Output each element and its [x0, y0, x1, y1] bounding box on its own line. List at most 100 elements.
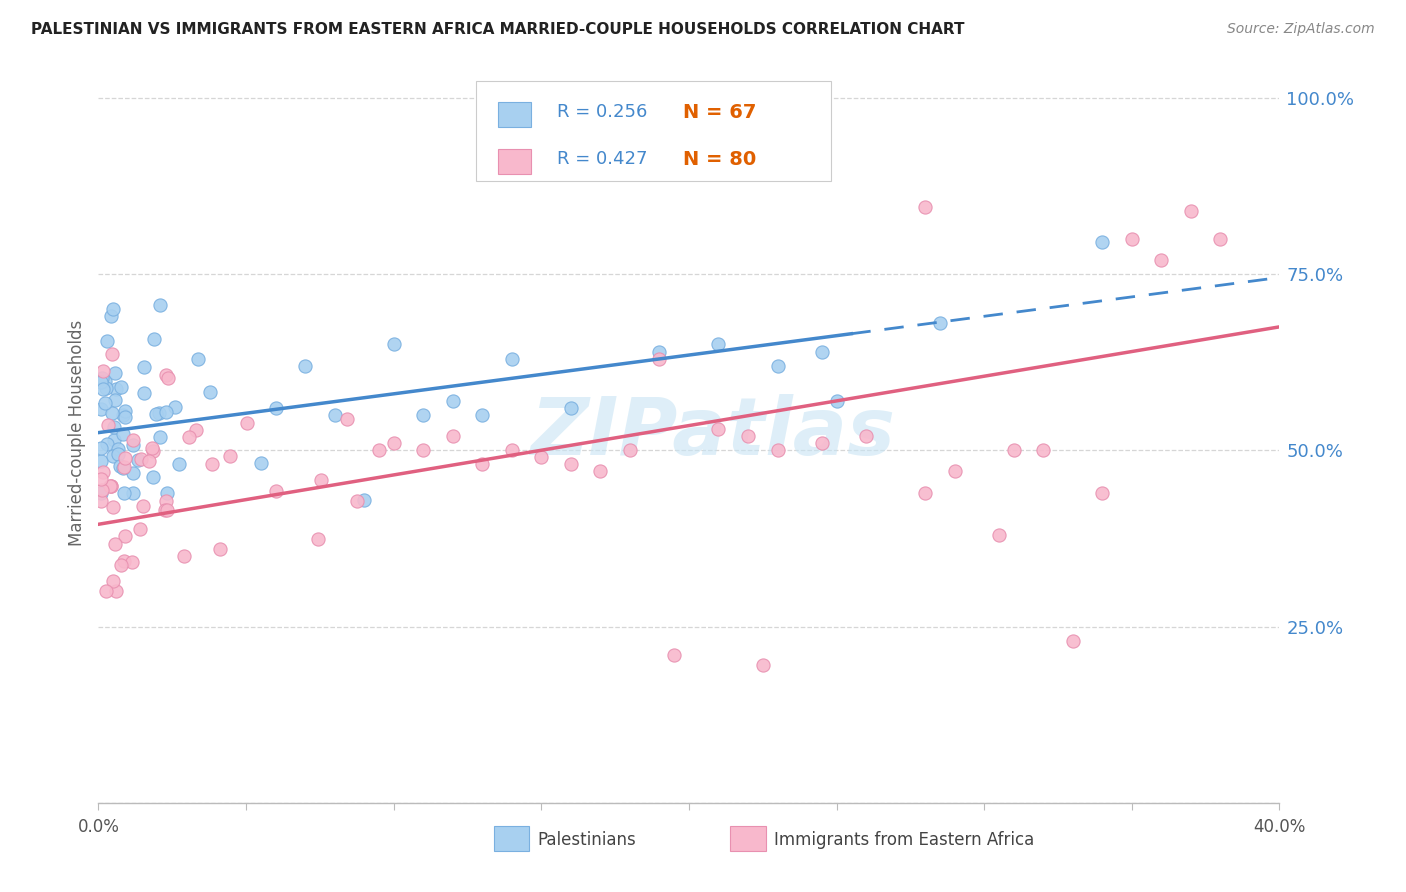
Text: Source: ZipAtlas.com: Source: ZipAtlas.com: [1227, 22, 1375, 37]
Point: [825, 393, 848, 408]
Point: [91, 371, 114, 385]
Point: [142, 470, 165, 484]
FancyBboxPatch shape: [477, 81, 831, 181]
Point: [111, 408, 134, 422]
Text: PALESTINIAN VS IMMIGRANTS FROM EASTERN AFRICA MARRIED-COUPLE HOUSEHOLDS CORRELAT: PALESTINIAN VS IMMIGRANTS FROM EASTERN A…: [31, 22, 965, 37]
Point: [766, 443, 789, 458]
Point: [368, 443, 391, 458]
Point: [198, 384, 221, 399]
Point: [1032, 443, 1054, 458]
Point: [201, 458, 224, 472]
Point: [1091, 485, 1114, 500]
Point: [107, 447, 129, 461]
Point: [471, 408, 494, 422]
Point: [149, 430, 172, 444]
Point: [766, 359, 789, 373]
Point: [988, 528, 1011, 542]
Point: [104, 393, 127, 408]
Point: [145, 407, 167, 421]
Point: [90, 441, 112, 455]
Point: [129, 451, 152, 466]
Point: [353, 492, 375, 507]
Point: [179, 430, 201, 444]
Point: [104, 366, 127, 380]
Point: [441, 393, 464, 408]
Point: [108, 459, 131, 474]
Point: [103, 574, 125, 588]
Point: [914, 200, 936, 214]
Text: N = 67: N = 67: [683, 103, 756, 121]
Point: [1091, 235, 1114, 250]
Point: [122, 485, 145, 500]
Point: [112, 485, 135, 500]
Point: [111, 460, 134, 475]
Point: [97, 417, 120, 432]
Point: [104, 382, 127, 396]
Point: [1150, 252, 1173, 267]
Point: [560, 458, 582, 472]
Point: [153, 502, 176, 516]
Point: [914, 485, 936, 500]
Point: [184, 423, 207, 437]
Point: [1121, 232, 1143, 246]
Point: [104, 537, 127, 551]
Point: [138, 453, 160, 467]
Text: R = 0.256: R = 0.256: [557, 103, 647, 121]
Point: [1209, 232, 1232, 246]
FancyBboxPatch shape: [498, 103, 530, 127]
Point: [90, 375, 112, 389]
Point: [250, 456, 273, 470]
Point: [141, 441, 163, 455]
Point: [664, 648, 686, 662]
Point: [156, 502, 179, 516]
Point: [90, 483, 112, 497]
Point: [143, 332, 166, 346]
Point: [382, 436, 405, 450]
Point: [737, 429, 759, 443]
Point: [103, 500, 125, 514]
Point: [98, 479, 121, 493]
Point: [121, 555, 143, 569]
Point: [114, 403, 136, 417]
Point: [90, 454, 112, 468]
Point: [209, 541, 232, 556]
Point: [122, 438, 145, 452]
Point: [94, 584, 117, 599]
Point: [112, 460, 135, 475]
Point: [648, 344, 671, 359]
Point: [100, 479, 122, 493]
Point: [501, 351, 523, 366]
Point: [90, 401, 112, 416]
Y-axis label: Married-couple Households: Married-couple Households: [67, 319, 86, 546]
Point: [929, 316, 952, 330]
Point: [110, 380, 132, 394]
Point: [122, 467, 145, 481]
Point: [103, 434, 125, 448]
Point: [1002, 443, 1025, 458]
Point: [382, 337, 405, 351]
Point: [134, 386, 156, 401]
Point: [943, 464, 966, 478]
Point: [107, 442, 129, 457]
Point: [149, 298, 172, 312]
FancyBboxPatch shape: [494, 827, 530, 851]
Point: [560, 401, 582, 415]
Point: [412, 443, 434, 458]
Point: [93, 465, 115, 479]
Point: [346, 494, 368, 508]
Point: [114, 409, 136, 424]
Point: [93, 396, 115, 410]
Point: [148, 407, 170, 421]
Point: [441, 429, 464, 443]
Point: [132, 499, 155, 513]
Point: [165, 400, 187, 414]
Point: [236, 416, 259, 430]
Text: Palestinians: Palestinians: [537, 830, 637, 849]
Point: [132, 360, 155, 375]
Point: [501, 443, 523, 458]
Point: [707, 337, 730, 351]
Point: [105, 584, 128, 599]
Point: [90, 493, 112, 508]
Point: [264, 483, 287, 498]
Point: [156, 485, 179, 500]
